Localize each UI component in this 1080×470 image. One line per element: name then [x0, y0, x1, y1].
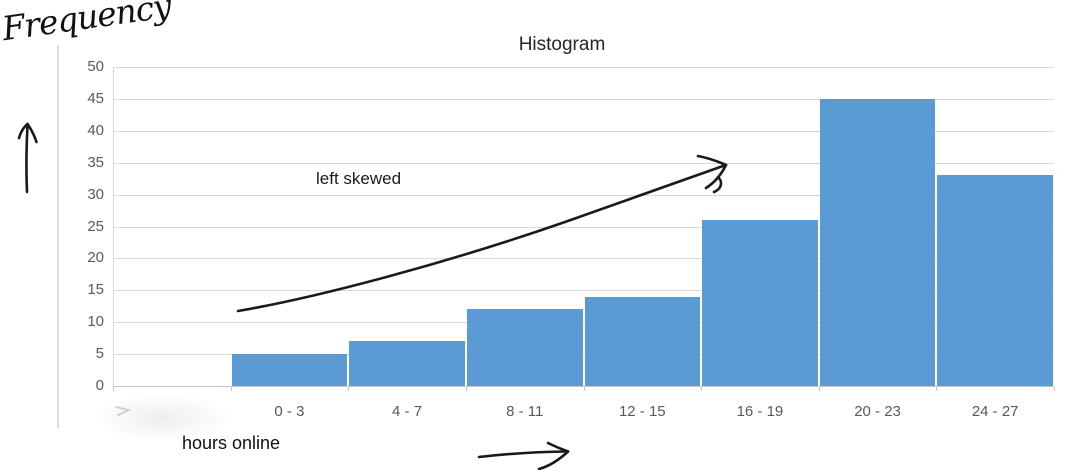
- histogram-bar: [937, 175, 1053, 386]
- axis-tick: [936, 387, 938, 391]
- axis-tick: [465, 387, 467, 391]
- faint-smudge: [95, 394, 230, 442]
- x-axis-caption: hours online: [182, 433, 281, 453]
- x-tick-label: 4 - 7: [392, 403, 423, 420]
- x-tick-label: 16 - 19: [736, 403, 784, 420]
- axis-tick: [583, 387, 585, 391]
- y-tick-label: 45: [87, 89, 104, 107]
- frequency-handwritten-label: Frequency: [0, 0, 174, 48]
- axis-tick: [818, 387, 820, 391]
- y-tick-label: 30: [87, 185, 104, 203]
- x-tick-label: 24 - 27: [971, 403, 1019, 420]
- histogram-bar: [231, 354, 348, 386]
- x-tick-label: 8 - 11: [506, 403, 544, 420]
- chart-title: Histogram: [518, 34, 606, 55]
- axis-tick: [1054, 387, 1055, 391]
- skew-annotation-label: left skewed: [316, 169, 402, 188]
- axis-tick: [348, 387, 350, 391]
- y-gridline: [113, 354, 1054, 356]
- y-gridline: [113, 130, 1054, 132]
- y-tick-label: 15: [87, 281, 104, 299]
- histogram-bar: [702, 220, 818, 386]
- y-tick-label: 25: [87, 217, 104, 235]
- histogram-bar: [819, 98, 936, 386]
- y-axis-line: [113, 67, 114, 386]
- right-arrow-icon: [477, 441, 570, 470]
- curved-arrow-icon: [236, 154, 728, 313]
- y-tick-label: 10: [87, 313, 104, 331]
- y-tick-label: 0: [95, 377, 104, 394]
- up-arrow-icon: [17, 122, 38, 194]
- histogram-bar: [349, 341, 465, 386]
- y-gridline: [113, 162, 1054, 164]
- y-tick-label: 5: [95, 345, 104, 363]
- y-gridline: [113, 322, 1054, 324]
- axis-tick: [701, 387, 703, 391]
- y-tick-label: 20: [87, 249, 104, 267]
- x-tick-label: 20 - 23: [854, 403, 901, 420]
- y-gridline: [113, 98, 1054, 100]
- x-tick-label: 12 - 15: [618, 403, 666, 420]
- x-tick-label: 0 - 3: [274, 403, 305, 420]
- y-tick-label: 35: [87, 153, 104, 171]
- y-gridline: [113, 67, 1054, 68]
- histogram-bar: [584, 296, 701, 386]
- x-axis-line: [113, 386, 1054, 387]
- histogram-bar: [466, 309, 583, 386]
- y-tick-label: 40: [87, 121, 104, 139]
- y-tick-label: 50: [87, 58, 104, 75]
- axis-tick: [113, 387, 114, 391]
- axis-tick: [230, 387, 232, 391]
- left-margin-line: [57, 45, 59, 428]
